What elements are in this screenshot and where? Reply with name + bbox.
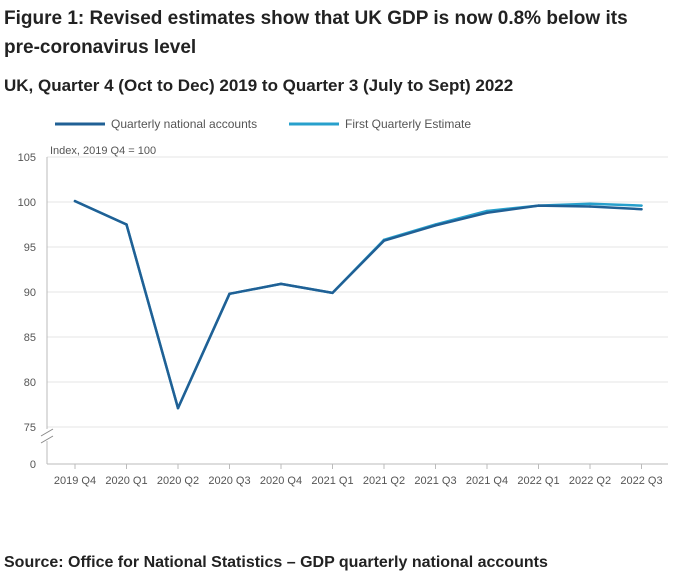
y-tick-label: 75	[24, 422, 36, 434]
legend-label: First Quarterly Estimate	[345, 117, 471, 131]
data-point	[73, 199, 77, 203]
data-point	[228, 292, 231, 295]
x-tick-label: 2022 Q2	[569, 475, 611, 487]
x-tick-label: 2021 Q3	[414, 475, 456, 487]
y-tick-label: 100	[18, 197, 36, 209]
chart-series	[73, 199, 643, 410]
y-tick-label: 0	[30, 459, 36, 471]
data-point	[125, 223, 128, 226]
source-note: Source: Office for National Statistics –…	[4, 554, 548, 571]
data-point	[434, 224, 437, 227]
data-point	[640, 204, 643, 207]
line-chart: Quarterly national accounts First Quarter…	[18, 117, 668, 487]
data-point	[382, 239, 386, 242]
x-tick-label: 2022 Q1	[517, 475, 559, 487]
data-point	[331, 291, 334, 295]
x-tick-label: 2021 Q2	[363, 475, 405, 487]
x-tick-label: 2020 Q2	[157, 475, 199, 487]
series-line-quarterly-national-accounts	[73, 199, 643, 410]
data-point	[640, 208, 643, 211]
axis-break-mark	[40, 428, 54, 437]
chart-gridlines	[47, 156, 668, 465]
data-point	[588, 205, 592, 208]
x-tick-label: 2021 Q1	[311, 475, 353, 487]
series-line-first-quarterly-estimate	[73, 199, 643, 410]
data-point	[176, 406, 180, 410]
data-point	[279, 282, 283, 286]
x-tick-label: 2019 Q4	[54, 475, 96, 487]
x-axis: 2019 Q4 2020 Q1 2020 Q2 2020 Q3 2020 Q4 2021 …	[54, 464, 663, 487]
axis-break-mark	[40, 435, 54, 444]
y-tick-label: 85	[24, 332, 36, 344]
chart-legend: Quarterly national accounts First Quarter…	[55, 117, 471, 131]
x-tick-label: 2020 Q1	[105, 475, 147, 487]
y-tick-label: 95	[24, 242, 36, 254]
data-point	[588, 202, 592, 205]
legend-label: Quarterly national accounts	[111, 117, 257, 131]
x-tick-label: 2020 Q3	[208, 475, 250, 487]
y-tick-label: 90	[24, 287, 36, 299]
y-tick-label: 80	[24, 377, 36, 389]
data-point	[537, 204, 540, 207]
data-point	[485, 211, 489, 214]
y-axis: 105 100 95 90 85 80 75 0	[18, 152, 54, 471]
chart-subtitle: UK, Quarter 4 (Oct to Dec) 2019 to Quart…	[4, 76, 514, 95]
chart-title: Figure 1: Revised estimates show that UK…	[4, 8, 628, 58]
x-tick-label: 2021 Q4	[466, 475, 508, 487]
x-tick-label: 2020 Q4	[260, 475, 302, 487]
y-axis-unit-label: Index, 2019 Q4 = 100	[50, 145, 156, 157]
x-tick-label: 2022 Q3	[620, 475, 662, 487]
y-tick-label: 105	[18, 152, 36, 164]
